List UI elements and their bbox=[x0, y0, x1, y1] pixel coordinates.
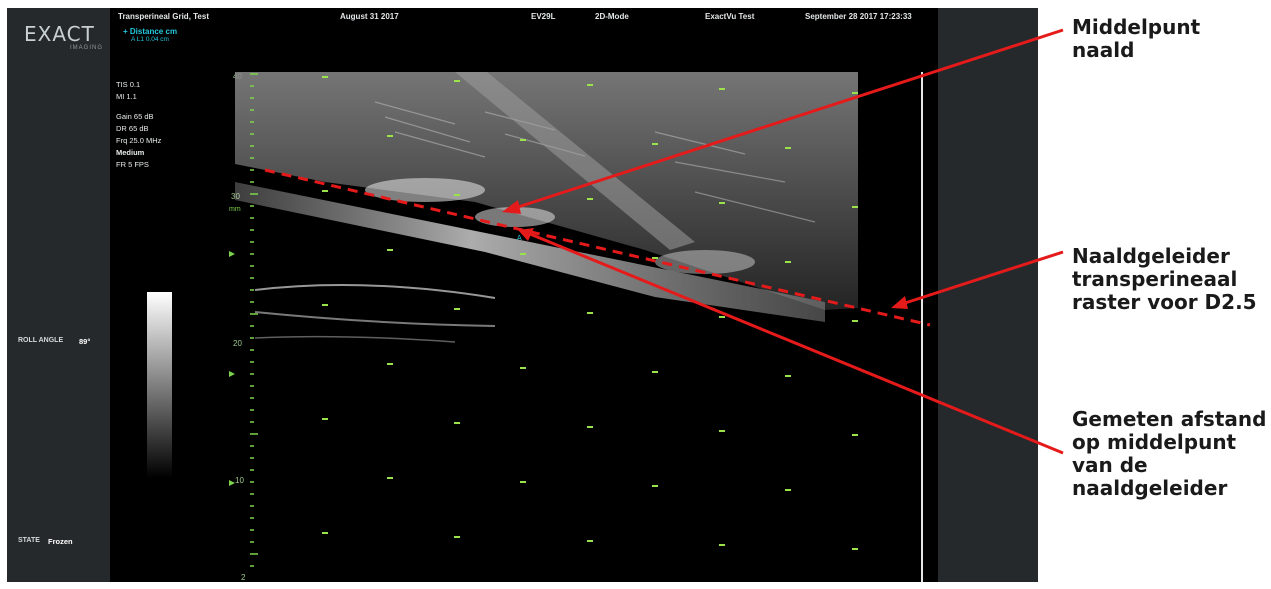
measurement-title: + Distance cm bbox=[123, 27, 177, 36]
grid-dot bbox=[587, 312, 593, 314]
roll-angle-value: 89° bbox=[79, 337, 91, 346]
grid-dot bbox=[322, 532, 328, 534]
dr-value: DR 65 dB bbox=[116, 124, 149, 133]
arrowhead-icon bbox=[891, 296, 908, 309]
exact-imaging-logo: EXACT bbox=[24, 22, 95, 46]
preset-value: Medium bbox=[116, 148, 145, 157]
grid-dot bbox=[387, 135, 393, 137]
grid-dot bbox=[387, 363, 393, 365]
tis-value: TIS 0.1 bbox=[116, 80, 141, 89]
grid-dot bbox=[520, 253, 526, 255]
grid-dot bbox=[454, 536, 460, 538]
depth-label-10: 10 bbox=[235, 476, 244, 485]
grid-dot bbox=[454, 308, 460, 310]
current-datetime: September 28 2017 17:23:33 bbox=[805, 12, 912, 21]
measurement-unit: cm bbox=[165, 27, 178, 36]
depth-label-20: 20 bbox=[233, 339, 242, 348]
grid-dot bbox=[454, 194, 460, 196]
needle-midpoint-arrow bbox=[514, 28, 1064, 210]
grid-dot bbox=[852, 320, 858, 322]
row-marker-icon bbox=[229, 251, 235, 257]
grid-dot bbox=[587, 84, 593, 86]
mi-value: MI 1.1 bbox=[116, 92, 137, 101]
roll-angle-label: ROLL ANGLE bbox=[18, 337, 64, 344]
grid-dot bbox=[520, 481, 526, 483]
grid-dot bbox=[587, 198, 593, 200]
depth-unit: mm bbox=[229, 206, 241, 213]
grid-dot bbox=[322, 304, 328, 306]
left-sidebar: EXACT IMAGING ROLL ANGLE 89° STATE Froze… bbox=[7, 8, 110, 582]
arrowhead-icon bbox=[502, 200, 521, 214]
measured-distance-label: Gemeten afstand op middelpunt van de naa… bbox=[1072, 407, 1267, 500]
needle-guide-dashed-line bbox=[264, 168, 931, 327]
grid-dot bbox=[719, 88, 725, 90]
grid-dot bbox=[852, 548, 858, 550]
grid-dot bbox=[322, 76, 328, 78]
grid-dot bbox=[387, 477, 393, 479]
protocol-name: Transperineal Grid, Test bbox=[118, 12, 209, 21]
grid-dot bbox=[652, 485, 658, 487]
measurement-value: A L1 0.04 cm bbox=[131, 36, 169, 43]
grid-dot bbox=[322, 190, 328, 192]
grid-dot bbox=[587, 540, 593, 542]
needle-guide-arrow bbox=[901, 250, 1064, 306]
measurement-marker-icon: A bbox=[517, 235, 522, 242]
grid-dot bbox=[785, 147, 791, 149]
grid-dot bbox=[652, 257, 658, 259]
plus-icon: + bbox=[123, 27, 130, 36]
grid-dot bbox=[520, 139, 526, 141]
needle-guide-label: Naaldgeleider transperineaal raster voor… bbox=[1072, 244, 1257, 314]
frequency-value: Frq 25.0 MHz bbox=[116, 136, 162, 145]
grid-dot bbox=[520, 367, 526, 369]
tissue-region bbox=[235, 72, 858, 310]
grid-dot bbox=[852, 92, 858, 94]
grid-dot bbox=[652, 143, 658, 145]
state-label: STATE bbox=[18, 537, 40, 544]
ultrasound-window: EXACT IMAGING ROLL ANGLE 89° STATE Froze… bbox=[7, 8, 1038, 582]
grid-dot bbox=[852, 206, 858, 208]
depth-cursor-line bbox=[921, 72, 923, 582]
grid-dot bbox=[322, 418, 328, 420]
grid-dot bbox=[454, 422, 460, 424]
grid-dot bbox=[719, 316, 725, 318]
grid-dot bbox=[785, 489, 791, 491]
gain-value: Gain 65 dB bbox=[116, 112, 154, 121]
ultrasound-image bbox=[235, 72, 858, 343]
measurement-type: Distance bbox=[129, 27, 164, 36]
measured-distance-arrow bbox=[529, 232, 1064, 455]
frame-rate-value: FR 5 FPS bbox=[116, 160, 149, 169]
grayscale-bar bbox=[147, 292, 172, 478]
logo-subtext: IMAGING bbox=[70, 45, 104, 51]
grid-dot bbox=[719, 544, 725, 546]
state-value: Frozen bbox=[48, 537, 73, 546]
arrowhead-icon bbox=[518, 228, 534, 241]
grid-dot bbox=[387, 249, 393, 251]
depth-label-2: 2 bbox=[241, 573, 246, 582]
right-sidebar bbox=[938, 8, 1038, 582]
row-marker-icon bbox=[229, 371, 235, 377]
probe-name: EV29L bbox=[531, 12, 556, 21]
patient-name: ExactVu Test bbox=[705, 12, 755, 21]
grid-dot bbox=[719, 430, 725, 432]
imaging-mode: 2D-Mode bbox=[595, 12, 629, 21]
row-marker-icon bbox=[229, 480, 235, 486]
grid-overlay: A bbox=[229, 73, 858, 567]
grid-dot bbox=[785, 375, 791, 377]
needle-midpoint-label: Middelpunt naald bbox=[1072, 15, 1201, 62]
grid-dot bbox=[587, 426, 593, 428]
grid-dot bbox=[785, 261, 791, 263]
grid-dot bbox=[454, 80, 460, 82]
exam-date: August 31 2017 bbox=[340, 12, 399, 21]
grid-dot bbox=[719, 202, 725, 204]
grid-dot bbox=[652, 371, 658, 373]
grid-dot bbox=[852, 434, 858, 436]
